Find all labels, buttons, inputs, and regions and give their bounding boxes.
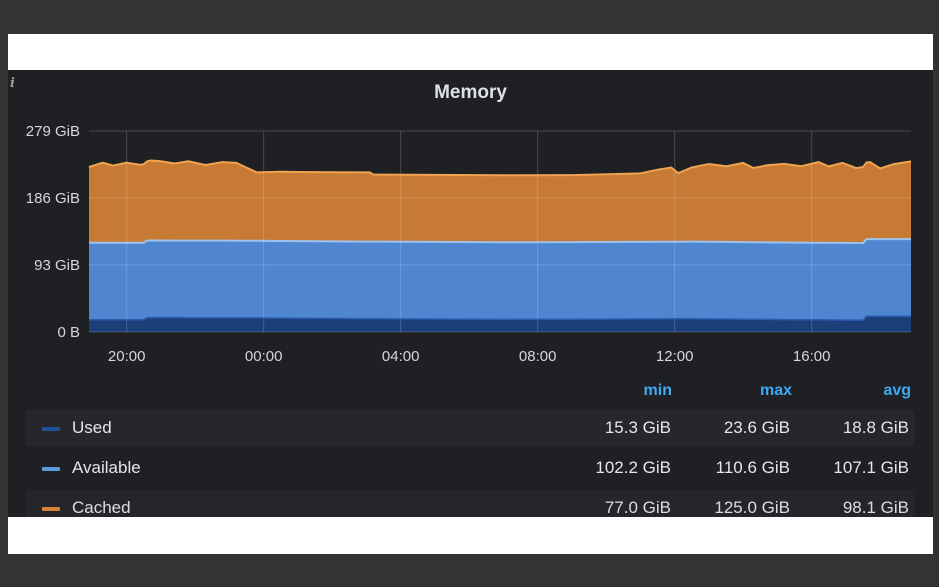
- cached-line: [88, 159, 912, 177]
- y-tick-label: 0 B: [57, 324, 80, 341]
- x-tick-label: 16:00: [793, 348, 831, 365]
- legend-avg-value: 18.8 GiB: [842, 418, 909, 437]
- bottom-white-band: [8, 517, 933, 554]
- top-white-band: [8, 34, 933, 70]
- legend-name[interactable]: Available: [72, 458, 141, 477]
- used-line: [89, 315, 911, 321]
- cached-area: [89, 160, 911, 243]
- memory-panel: i Memory 0 B 93 GiB 186 GiB 279 GiB 20:00 00:…: [8, 70, 933, 517]
- available-area: [89, 239, 911, 321]
- legend-name[interactable]: Cached: [72, 498, 131, 517]
- x-tick-label: 20:00: [108, 348, 146, 365]
- y-tick-label: 93 GiB: [34, 257, 80, 274]
- legend-row-available[interactable]: Available 102.2 GiB 110.6 GiB 107.1 GiB: [26, 450, 915, 486]
- legend-avg-value: 98.1 GiB: [842, 498, 909, 517]
- legend-max-value: 125.0 GiB: [714, 498, 790, 517]
- available-line: [89, 238, 911, 244]
- legend-avg-value: 107.1 GiB: [833, 458, 909, 477]
- used-area: [89, 316, 911, 332]
- panel-title[interactable]: Memory: [434, 82, 507, 103]
- y-tick-label: 279 GiB: [26, 123, 80, 140]
- y-tick-label: 186 GiB: [26, 190, 80, 207]
- x-tick-label: 08:00: [519, 348, 557, 365]
- legend-min-value: 102.2 GiB: [595, 458, 671, 477]
- memory-chart[interactable]: 0 B 93 GiB 186 GiB 279 GiB 20:00 00:00 04:00 08…: [8, 70, 933, 370]
- legend-swatch-cached: [42, 507, 60, 511]
- x-tick-label: 04:00: [382, 348, 420, 365]
- x-tick-label: 00:00: [245, 348, 283, 365]
- legend-max-value: 110.6 GiB: [715, 458, 790, 477]
- legend-header-min[interactable]: min: [643, 382, 672, 399]
- legend-swatch-used: [42, 427, 60, 431]
- legend-max-value: 23.6 GiB: [723, 418, 790, 437]
- legend-row-used[interactable]: Used 15.3 GiB 23.6 GiB 18.8 GiB: [26, 410, 915, 446]
- legend-row-cached[interactable]: Cached 77.0 GiB 125.0 GiB 98.1 GiB: [26, 490, 915, 517]
- x-tick-label: 12:00: [656, 348, 694, 365]
- legend-swatch-available: [42, 467, 60, 471]
- legend-header-avg[interactable]: avg: [883, 382, 911, 399]
- legend-min-value: 77.0 GiB: [604, 498, 671, 517]
- legend-min-value: 15.3 GiB: [604, 418, 671, 437]
- legend-name[interactable]: Used: [72, 418, 112, 437]
- legend-header-max[interactable]: max: [759, 382, 792, 399]
- info-icon[interactable]: i: [10, 76, 15, 91]
